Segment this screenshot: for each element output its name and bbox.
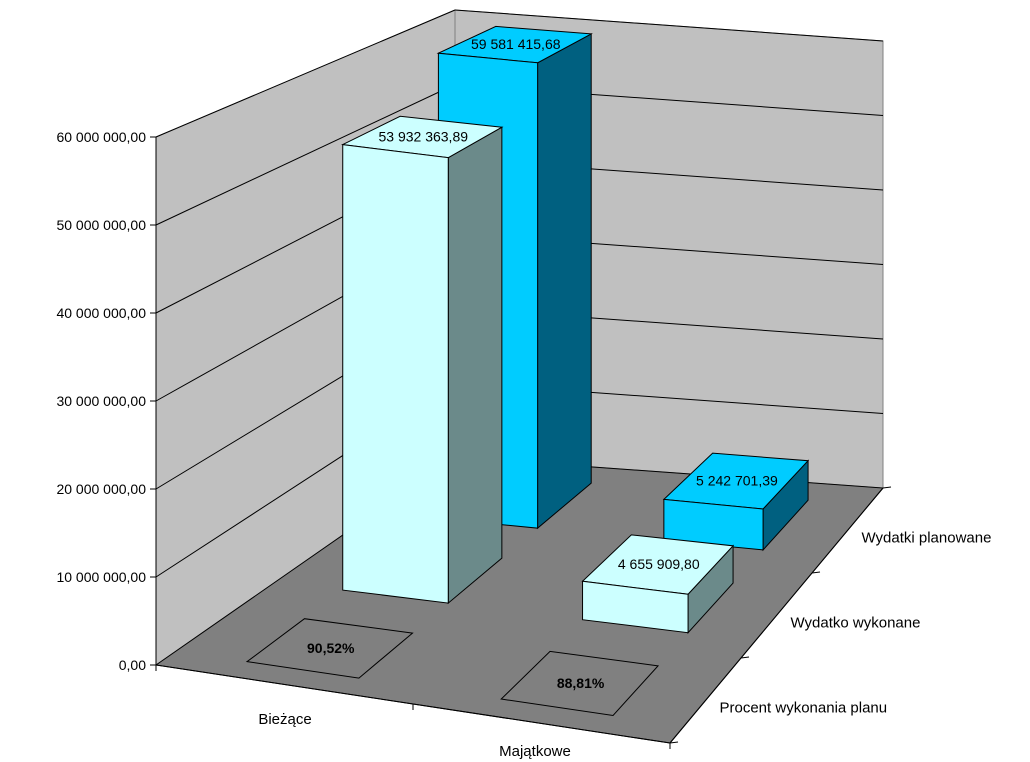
y-tick-label: 30 000 000,00 bbox=[56, 393, 146, 409]
series-label: Wydatko wykonane bbox=[791, 615, 921, 632]
data-label-planned: 59 581 415,68 bbox=[471, 36, 561, 52]
series-label: Wydatki planowane bbox=[862, 530, 992, 547]
data-label-executed: 53 932 363,89 bbox=[378, 128, 468, 144]
y-tick-label: 20 000 000,00 bbox=[56, 481, 146, 497]
series-tick-mark bbox=[669, 741, 679, 744]
y-tick-label: 0,00 bbox=[119, 657, 146, 673]
y-tick-label: 10 000 000,00 bbox=[56, 569, 146, 585]
percent-tile bbox=[245, 618, 414, 679]
series-axis: Wydatki planowane Wydatko wykonane Procent… bbox=[669, 486, 992, 744]
data-label-planned: 5 242 701,39 bbox=[696, 473, 778, 489]
gridline-side bbox=[155, 84, 456, 226]
gridline-side bbox=[155, 9, 456, 138]
bar bbox=[342, 144, 449, 604]
y-tick-label: 60 000 000,00 bbox=[56, 129, 146, 145]
data-labels: 59 581 415,68 5 242 701,39 53 932 363,89 4 … bbox=[307, 36, 778, 691]
bar-side bbox=[447, 126, 503, 605]
y-tick-label: 40 000 000,00 bbox=[56, 305, 146, 321]
category-label: Majątkowe bbox=[499, 743, 571, 760]
category-label: Bieżące bbox=[258, 711, 311, 728]
y-tick-label: 50 000 000,00 bbox=[56, 217, 146, 233]
series-axis-line bbox=[669, 487, 884, 744]
percent-tile bbox=[500, 650, 660, 717]
category-labels: Bieżące Majątkowe bbox=[155, 664, 671, 760]
data-label-percent: 88,81% bbox=[557, 675, 605, 691]
data-label-executed: 4 655 909,80 bbox=[618, 556, 700, 572]
bar-side bbox=[537, 33, 592, 530]
series-tick-mark bbox=[882, 486, 892, 489]
bar bbox=[582, 580, 689, 634]
bars bbox=[245, 25, 810, 717]
series-label: Procent wykonania planu bbox=[720, 700, 888, 717]
y-axis-ticks: 0,00 10 000 000,00 20 000 000,00 30 000 000… bbox=[56, 129, 157, 673]
series-tick-mark bbox=[740, 656, 750, 659]
gridline-back bbox=[454, 9, 884, 42]
series-tick-mark bbox=[811, 571, 821, 574]
data-label-percent: 90,52% bbox=[307, 640, 355, 656]
